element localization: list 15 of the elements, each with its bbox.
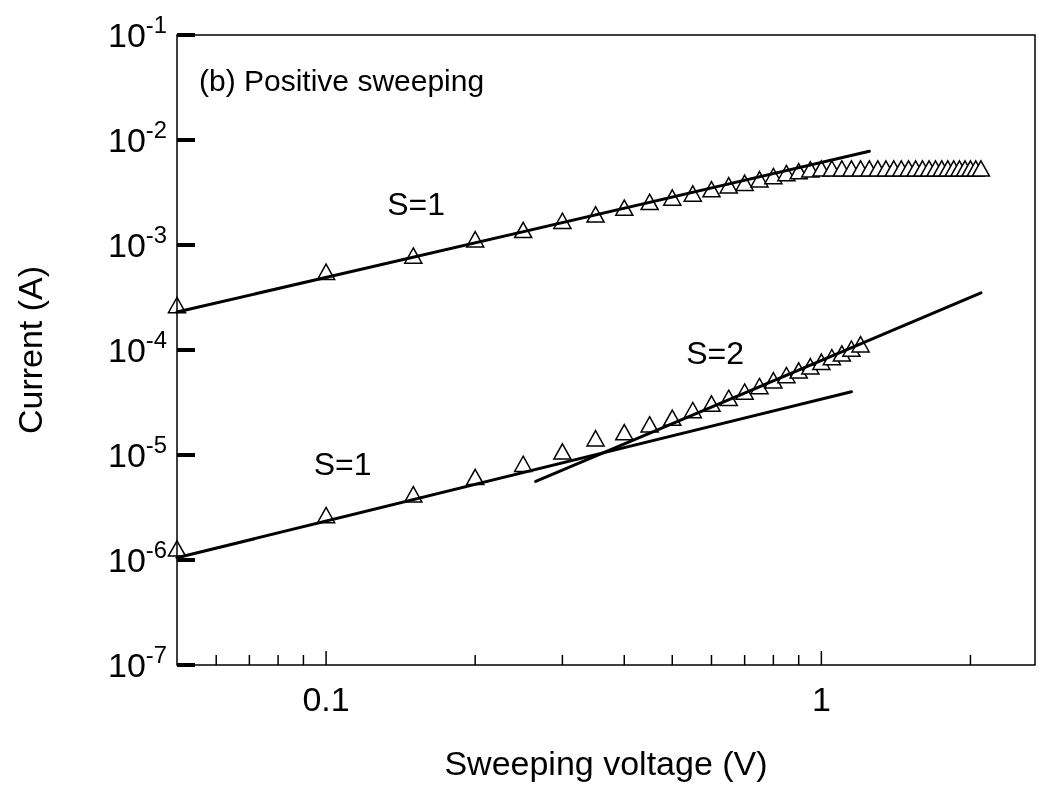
y-tick-label: 10$^{-6}$ — [108, 535, 167, 579]
y-axis-title: Current (A) — [11, 265, 49, 435]
y-tick-label: 10$^{-4}$ — [108, 325, 167, 369]
y-tick-label: 10$^{-7}$ — [108, 640, 167, 684]
y-tick-label: 10$^{-5}$ — [108, 430, 167, 474]
annotation: (b) Positive sweeping — [199, 64, 485, 97]
y-tick-label: 10$^{-2}$ — [108, 115, 167, 159]
annotation: S=1 — [313, 446, 372, 483]
x-axis-title: Sweeping voltage (V) — [444, 744, 768, 782]
x-tick-label: 0.1 — [302, 680, 350, 718]
annotation: S=2 — [686, 335, 744, 372]
x-tick-label: 1 — [811, 680, 831, 718]
annotation: S=1 — [387, 185, 446, 222]
y-tick-label: 10$^{-3}$ — [108, 220, 167, 264]
y-tick-label: 10$^{-1}$ — [108, 10, 167, 54]
